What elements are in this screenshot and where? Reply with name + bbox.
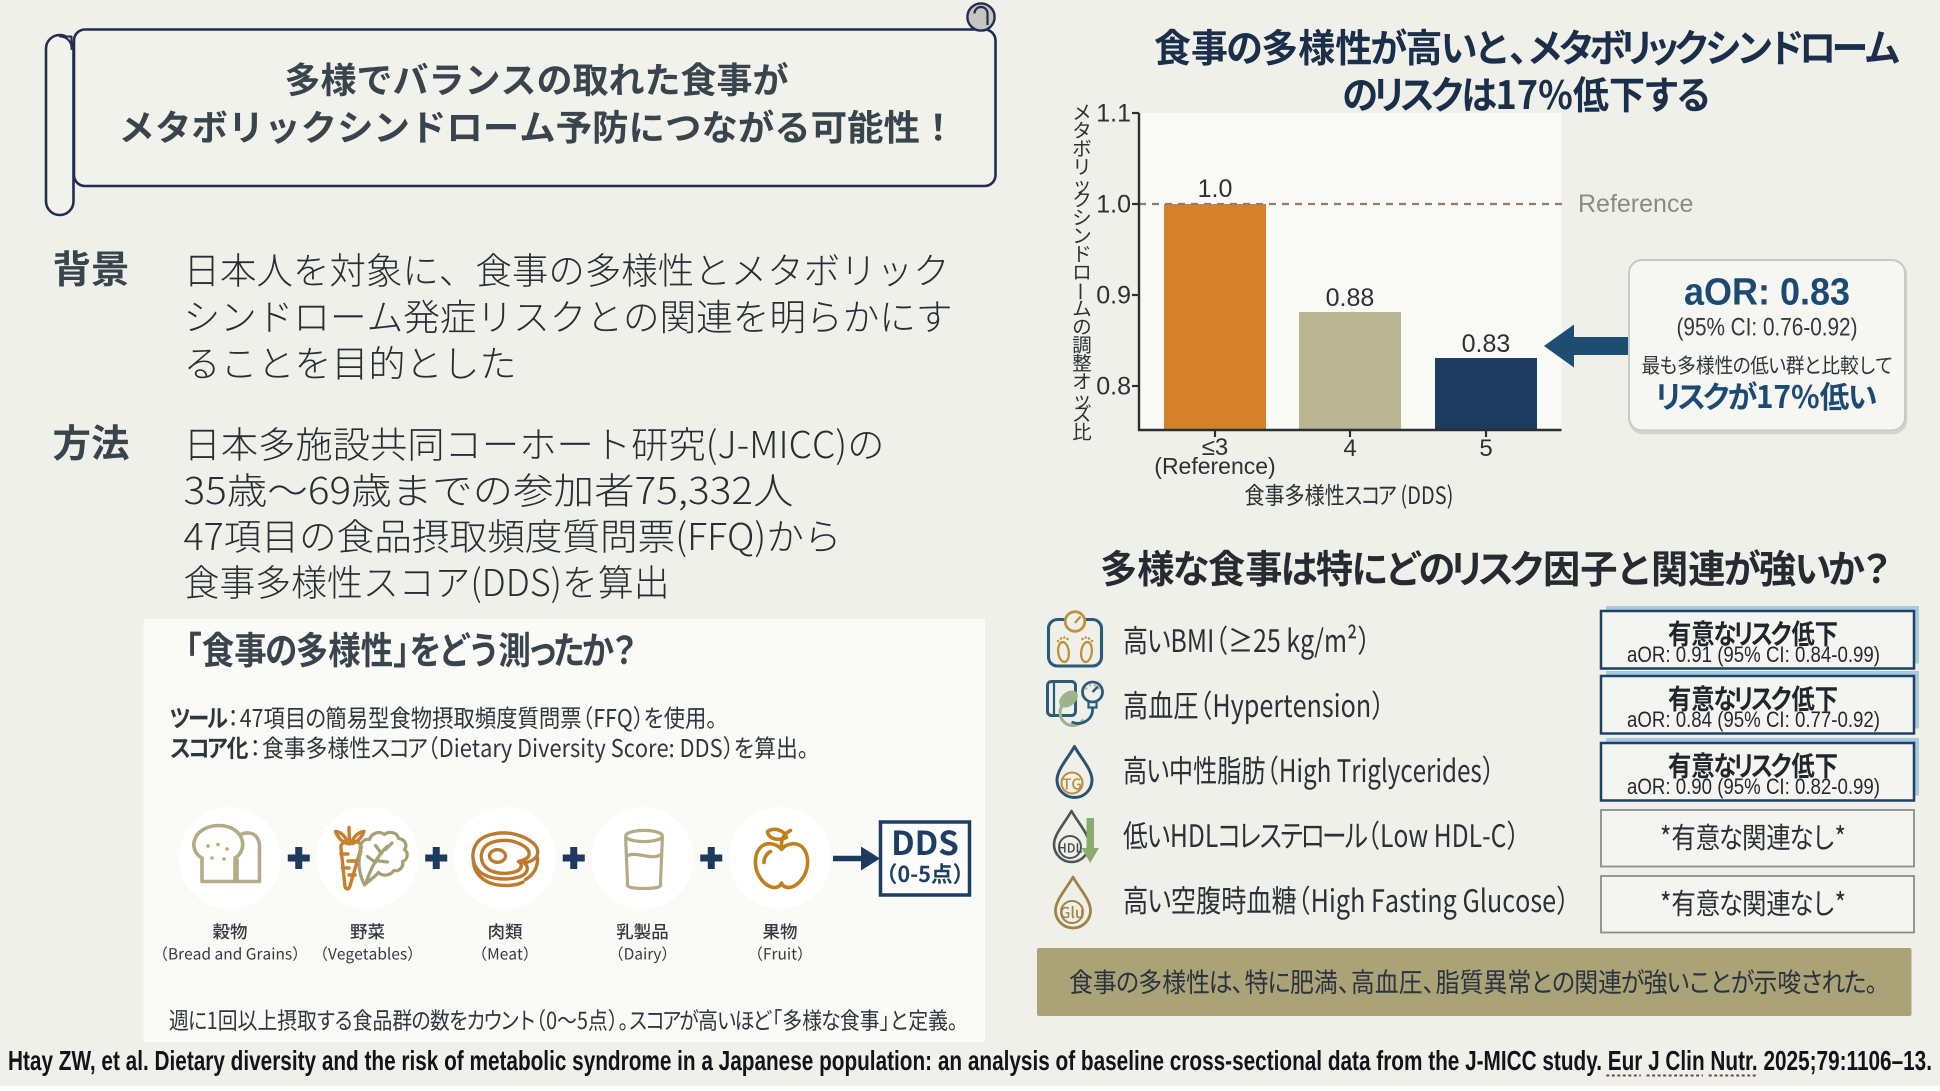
svg-text:Reference: Reference	[1578, 190, 1693, 218]
svg-text:≤3: ≤3	[1202, 434, 1229, 461]
svg-text:(Reference): (Reference)	[1154, 453, 1275, 479]
svg-text:0.9: 0.9	[1096, 282, 1131, 310]
svg-text:5: 5	[1479, 435, 1492, 462]
svg-text:1.0: 1.0	[1096, 191, 1131, 219]
svg-text:aOR: 0.91 (95% CI: 0.84-0.99): aOR: 0.91 (95% CI: 0.84-0.99)	[1627, 642, 1880, 667]
svg-text:aOR: 0.83: aOR: 0.83	[1684, 272, 1850, 314]
svg-text:Htay ZW, et al. Dietary divers: Htay ZW, et al. Dietary diversity and th…	[8, 1045, 1932, 1076]
svg-text:aOR: 0.84 (95% CI: 0.77-0.92): aOR: 0.84 (95% CI: 0.77-0.92)	[1627, 707, 1880, 732]
svg-text:0.8: 0.8	[1096, 373, 1131, 401]
svg-text:0.83: 0.83	[1462, 330, 1511, 358]
svg-text:(95% CI: 0.76-0.92): (95% CI: 0.76-0.92)	[1677, 314, 1858, 342]
svg-text:4: 4	[1343, 435, 1356, 462]
svg-text:1.0: 1.0	[1198, 175, 1233, 203]
svg-text:aOR: 0.90 (95% CI: 0.82-0.99): aOR: 0.90 (95% CI: 0.82-0.99)	[1627, 774, 1880, 799]
svg-text:1.1: 1.1	[1096, 100, 1131, 128]
svg-text:0.88: 0.88	[1326, 284, 1375, 312]
